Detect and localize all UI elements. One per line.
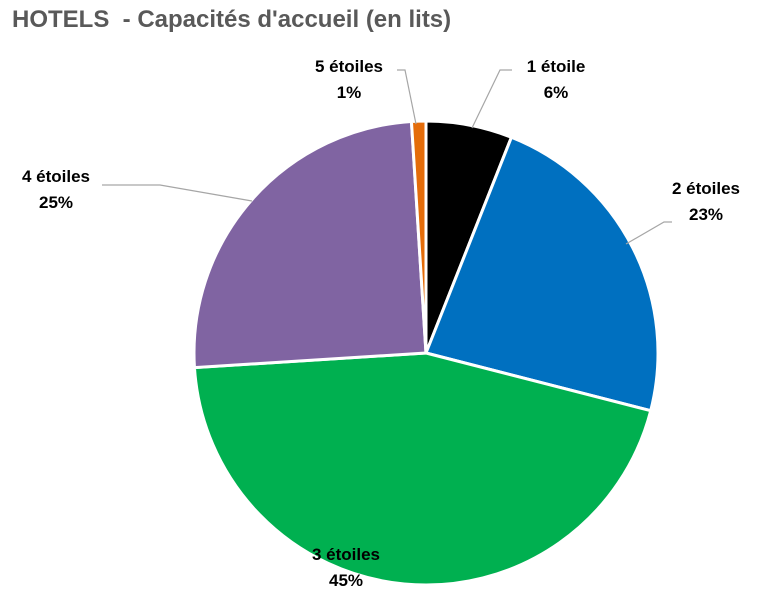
slice-category-label: 4 étoiles — [22, 167, 90, 186]
slice-category-label: 5 étoiles — [315, 57, 383, 76]
slice-value-label: 23% — [689, 205, 723, 224]
pie-slice-2 — [423, 135, 660, 413]
leader-line-1 — [471, 69, 512, 129]
chart-title: HOTELS - Capacités d'accueil (en lits) — [12, 6, 452, 33]
slice-category-label: 2 étoiles — [672, 179, 740, 198]
slice-value-label: 25% — [39, 193, 73, 212]
leader-line-2 — [625, 221, 672, 245]
pie-slice-5 — [409, 119, 428, 354]
slice-value-label: 45% — [329, 571, 363, 590]
leader-line-5 — [397, 69, 417, 125]
slice-category-label: 1 étoile — [527, 57, 586, 76]
pie-slice-3 — [192, 351, 653, 587]
leader-line-4 — [102, 184, 253, 202]
pie-slice-4 — [192, 119, 428, 370]
slice-value-label: 6% — [544, 83, 569, 102]
pie-slices — [192, 119, 660, 587]
data-labels: 1 étoile 6% 2 étoiles 23% 3 étoiles 45% 4 étoi… — [22, 57, 740, 590]
slice-category-label: 3 étoiles — [312, 545, 380, 564]
leader-lines — [102, 69, 672, 245]
slice-value-label: 1% — [337, 83, 362, 102]
